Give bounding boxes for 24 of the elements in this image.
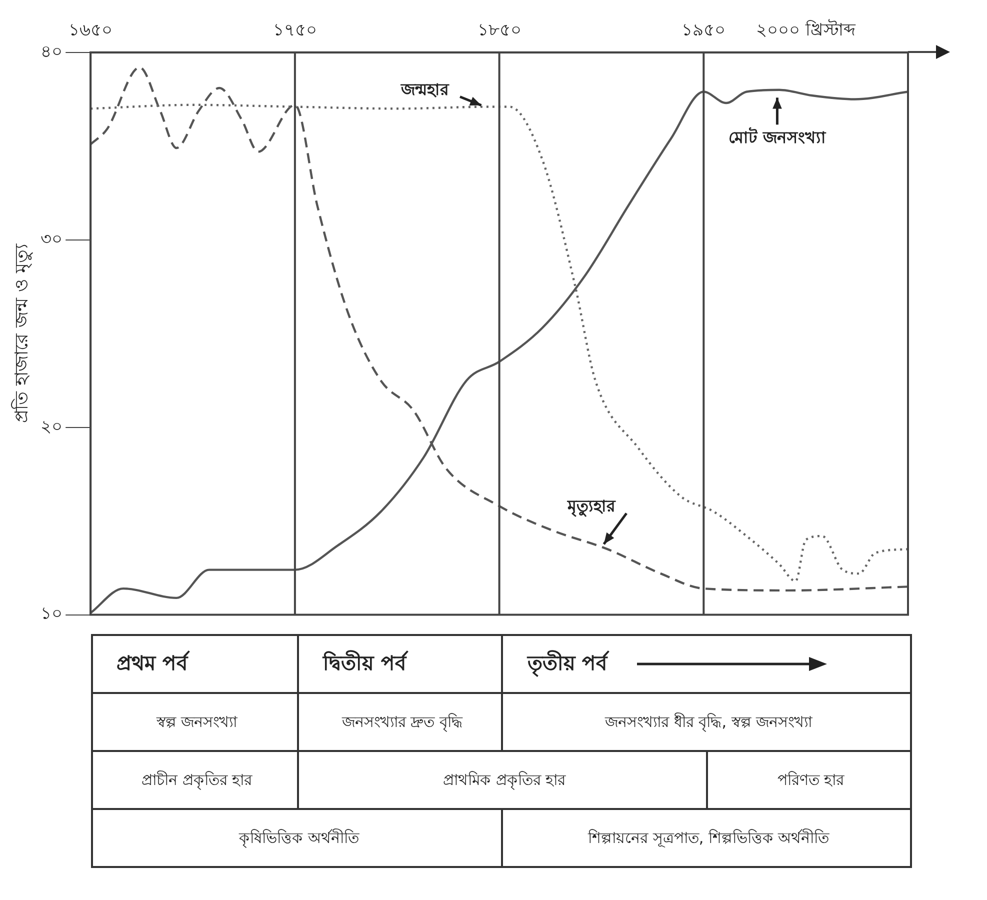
text: প্রাচীন প্রকৃতির হার	[141, 770, 252, 792]
x-tick-label: ২০০০ খ্রিস্টাব্দ	[756, 20, 857, 41]
y-axis-title: প্রতি হাজারে জন্ম ও মৃত্যু	[11, 243, 32, 424]
text: কৃষিভিত্তিক অর্থনীতি	[239, 828, 359, 850]
text: প্রথম পর্ব	[116, 650, 188, 676]
x-tick-label: ১৮৫০	[477, 20, 522, 41]
y-tick-label: ১০	[40, 604, 63, 624]
text: প্রাথমিক প্রকৃতির হার	[443, 770, 566, 792]
annotation: জন্মহার	[400, 80, 450, 99]
text: স্বল্প জনসংখ্যা	[156, 712, 238, 732]
text: তৃতীয় পর্ব	[527, 649, 608, 679]
x-tick-label: ১৬৫০	[68, 20, 113, 41]
annotation: মোট জনসংখ্যা	[728, 126, 827, 147]
text: জনসংখ্যার ধীর বৃদ্ধি, স্বল্প জনসংখ্যা	[605, 712, 812, 734]
y-tick-label: ৩০	[40, 229, 63, 250]
text: দ্বিতীয় পর্ব	[322, 649, 406, 676]
x-tick-label: ১৯৫০	[682, 20, 726, 41]
text: পরিণত হার	[777, 770, 844, 790]
text: শিল্পায়নের সূত্রপাত, শিল্পভিত্তিক অর্থনীতি	[588, 828, 830, 850]
text: জনসংখ্যার দ্রুত বৃদ্ধি	[342, 712, 462, 734]
y-tick-label: ৪০	[40, 42, 63, 62]
annotation: মৃত্যুহার	[566, 496, 616, 518]
x-tick-label: ১৭৫০	[272, 20, 317, 41]
y-tick-label: ২০	[40, 416, 63, 437]
